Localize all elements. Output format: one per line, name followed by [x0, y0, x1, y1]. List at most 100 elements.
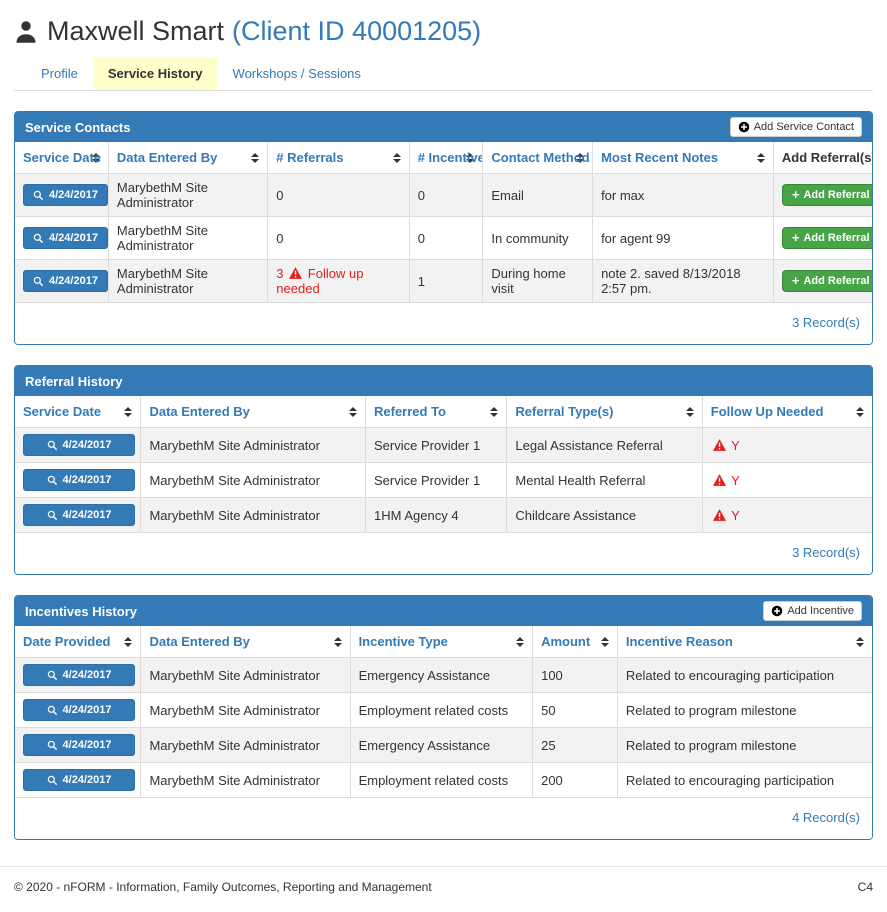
- incentives-history-title: Incentives History: [25, 603, 137, 619]
- service-date-cell: 4/24/2017: [15, 427, 142, 463]
- referrals-cell: 0: [267, 173, 410, 217]
- incentive-type-cell: Emergency Assistance: [349, 657, 534, 693]
- contact-method-cell: During home visit: [482, 259, 594, 303]
- tab-profile[interactable]: Profile: [41, 66, 78, 81]
- entered-by-cell: MarybethM Site Administrator: [107, 173, 269, 217]
- service-contacts-title: Service Contacts: [25, 119, 131, 135]
- view-incentive-button[interactable]: 4/24/2017: [23, 664, 135, 686]
- service-date-cell: 4/24/2017: [15, 216, 109, 260]
- column-header-follow-up-needed[interactable]: Follow Up Needed: [701, 396, 872, 428]
- referral-history-title: Referral History: [25, 373, 123, 389]
- column-header-referral-types[interactable]: Referral Type(s): [506, 396, 703, 428]
- plus-icon: +: [791, 273, 800, 288]
- record-count: 3 Record(s): [15, 303, 872, 344]
- table-row: 4/24/2017 MarybethM Site Administrator E…: [15, 657, 872, 693]
- person-icon: [14, 20, 38, 44]
- magnifier-icon: [33, 276, 44, 286]
- sort-icon: [600, 637, 609, 647]
- follow-up-needed-label: Follow up needed: [276, 266, 364, 296]
- service-date-cell: 4/24/2017: [15, 497, 142, 533]
- table-row: 4/24/2017 MarybethM Site Administrator E…: [15, 762, 872, 798]
- column-header-incentives[interactable]: # Incentives: [408, 142, 484, 174]
- column-header-incentive-type[interactable]: Incentive Type: [349, 626, 534, 658]
- table-row: 4/24/2017 MarybethM Site Administrator E…: [15, 727, 872, 763]
- follow-up-cell: Y: [701, 497, 872, 533]
- date-provided-cell: 4/24/2017: [15, 727, 142, 763]
- incentives-history-panel: Incentives History Add Incentive Date Pr…: [14, 595, 873, 840]
- column-header-data-entered-by[interactable]: Data Entered By: [140, 396, 366, 428]
- incentive-reason-cell: Related to encouraging participation: [616, 762, 872, 798]
- column-header-contact-method[interactable]: Contact Method: [482, 142, 594, 174]
- view-incentive-button[interactable]: 4/24/2017: [23, 734, 135, 756]
- referral-type-cell: Legal Assistance Referral: [506, 427, 703, 463]
- add-referral-button[interactable]: + Add Referral: [781, 227, 872, 249]
- referred-to-cell: 1HM Agency 4: [364, 497, 508, 533]
- table-row: 4/24/2017 MarybethM Site Administrator 3…: [15, 259, 872, 303]
- column-header-referrals[interactable]: # Referrals: [267, 142, 410, 174]
- record-count: 4 Record(s): [15, 798, 872, 839]
- add-referral-cell: + Add Referral: [772, 259, 872, 303]
- column-header-incentive-reason[interactable]: Incentive Reason: [616, 626, 872, 658]
- view-service-contact-button[interactable]: 4/24/2017: [23, 270, 108, 292]
- column-header-amount[interactable]: Amount: [532, 626, 618, 658]
- notes-cell: note 2. saved 8/13/2018 2:57 pm.: [592, 259, 774, 303]
- table-header-row: Service Date Data Entered By Referred To…: [15, 396, 872, 428]
- amount-cell: 50: [532, 692, 618, 728]
- warning-icon: [712, 508, 726, 521]
- magnifier-icon: [47, 775, 57, 785]
- column-header-data-entered-by[interactable]: Data Entered By: [140, 626, 351, 658]
- sort-icon: [333, 637, 342, 647]
- incentives-cell: 0: [408, 216, 484, 260]
- incentive-reason-cell: Related to program milestone: [616, 692, 872, 728]
- sort-icon: [516, 637, 525, 647]
- sort-icon: [856, 407, 864, 417]
- magnifier-icon: [47, 740, 57, 750]
- incentive-type-cell: Emergency Assistance: [349, 727, 534, 763]
- view-service-contact-button[interactable]: 4/24/2017: [23, 227, 108, 249]
- view-referral-button[interactable]: 4/24/2017: [23, 504, 135, 526]
- view-referral-button[interactable]: 4/24/2017: [23, 434, 135, 456]
- entered-by-cell: MarybethM Site Administrator: [140, 692, 351, 728]
- sort-icon: [756, 153, 765, 163]
- contact-method-cell: Email: [482, 173, 594, 217]
- view-referral-button[interactable]: 4/24/2017: [23, 469, 135, 491]
- sort-icon: [466, 153, 475, 163]
- amount-cell: 200: [532, 762, 618, 798]
- column-header-referred-to[interactable]: Referred To: [364, 396, 508, 428]
- magnifier-icon: [47, 440, 57, 450]
- tab-workshops-sessions[interactable]: Workshops / Sessions: [232, 66, 361, 81]
- sort-icon: [124, 637, 133, 647]
- page-header: Maxwell Smart (Client ID 40001205): [14, 16, 873, 47]
- column-header-data-entered-by[interactable]: Data Entered By: [107, 142, 269, 174]
- view-incentive-button[interactable]: 4/24/2017: [23, 769, 135, 791]
- amount-cell: 25: [532, 727, 618, 763]
- magnifier-icon: [47, 670, 57, 680]
- incentives-history-heading: Incentives History Add Incentive: [15, 596, 872, 626]
- column-header-service-date[interactable]: Service Date: [15, 142, 109, 174]
- sort-icon: [251, 153, 260, 163]
- add-referral-button[interactable]: + Add Referral: [781, 184, 872, 206]
- column-header-date-provided[interactable]: Date Provided: [15, 626, 142, 658]
- incentive-type-cell: Employment related costs: [349, 762, 534, 798]
- table-row: 4/24/2017 MarybethM Site Administrator E…: [15, 692, 872, 728]
- view-service-contact-button[interactable]: 4/24/2017: [23, 184, 108, 206]
- add-service-contact-button[interactable]: Add Service Contact: [729, 117, 862, 137]
- sort-icon: [490, 407, 499, 417]
- add-referral-button[interactable]: + Add Referral: [781, 270, 872, 292]
- sort-icon: [349, 407, 357, 417]
- page-code: C4: [857, 880, 873, 894]
- page-container: Maxwell Smart (Client ID 40001205) Profi…: [14, 16, 873, 840]
- add-incentive-button[interactable]: Add Incentive: [763, 601, 862, 621]
- sort-icon: [91, 153, 100, 163]
- incentive-reason-cell: Related to program milestone: [616, 727, 872, 763]
- table-row: 4/24/2017 MarybethM Site Administrator S…: [15, 427, 872, 463]
- view-incentive-button[interactable]: 4/24/2017: [23, 699, 135, 721]
- referral-type-cell: Childcare Assistance: [506, 497, 703, 533]
- column-header-service-date[interactable]: Service Date: [15, 396, 142, 428]
- sort-icon: [685, 407, 694, 417]
- column-header-most-recent-notes[interactable]: Most Recent Notes: [592, 142, 774, 174]
- entered-by-cell: MarybethM Site Administrator: [140, 727, 351, 763]
- magnifier-icon: [33, 190, 44, 200]
- tab-service-history[interactable]: Service History: [92, 57, 218, 90]
- incentives-cell: 0: [408, 173, 484, 217]
